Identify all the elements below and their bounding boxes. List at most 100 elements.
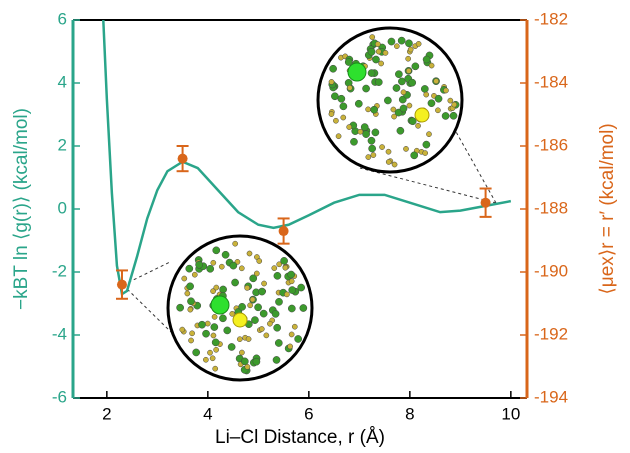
particle [254,303,262,312]
particle [288,278,295,285]
particle [209,355,216,362]
particle [367,136,376,145]
particle [365,154,372,160]
particle [181,275,188,282]
particle [210,323,219,331]
particle [379,144,385,150]
particle [176,303,184,312]
particle [382,50,389,56]
particle [362,84,370,93]
particle [340,114,347,121]
particle [191,271,198,278]
particle [212,246,221,255]
particle [207,349,213,356]
particle [231,278,239,287]
particle [284,291,290,298]
particle [280,257,288,265]
particle [399,104,408,113]
particle [433,78,440,84]
zoom-line [359,167,497,204]
particle [299,304,308,312]
particle [397,36,406,45]
particle [346,124,353,130]
particle [297,283,306,292]
particle [328,111,335,117]
particle [391,113,397,120]
particle [212,365,219,372]
particle [360,123,369,131]
particle [249,296,256,303]
particle [396,126,405,135]
particle [211,313,218,320]
particle [244,285,251,291]
y-axis-title: −kBT ln ⟨g(r)⟩ (kcal/mol) [11,108,32,310]
particle [441,112,450,120]
particle [410,151,419,160]
particle [407,46,414,53]
particle [204,320,211,327]
particle [335,133,342,140]
y2-tick-label: -186 [534,135,568,154]
particle [449,111,458,120]
particle [267,320,273,327]
particle [367,69,376,77]
particle [362,130,370,138]
particle [393,43,400,50]
particle [371,128,380,137]
particle [367,47,376,56]
particle [189,330,195,337]
y2-tick-label: -182 [534,9,568,28]
particle [287,270,296,279]
particle [271,310,280,318]
particle [408,78,417,87]
particle [387,37,396,46]
particle [400,89,407,96]
particle [368,144,377,153]
x-tick-label: 4 [203,404,212,423]
particle [337,94,346,103]
particle [357,128,364,135]
particle [374,78,383,86]
particle [219,314,227,323]
particle [395,70,403,79]
x-tick-label: 6 [304,404,313,423]
x-axis-title: Li–Cl Distance, r (Å) [215,427,385,448]
particle [403,146,409,152]
particle [258,326,265,332]
particle [408,117,417,126]
particle [422,55,431,64]
particle [422,140,431,149]
y-tick-label: 4 [58,72,67,91]
particle [370,105,379,114]
particle [434,94,443,103]
particle [203,356,209,363]
y2-tick-label: -194 [534,387,568,406]
y-tick-label: 6 [58,9,67,28]
particle [275,297,283,306]
particle [435,107,441,114]
particle [186,282,194,291]
y-tick-label: -6 [52,387,67,406]
particle [344,58,353,66]
particle [375,48,382,55]
particle [274,339,283,347]
particle [331,92,339,101]
particle [451,101,458,108]
particle [213,284,220,291]
particle [405,55,412,62]
particle [273,323,282,332]
cl-ion [232,312,248,328]
y-tick-label: -4 [52,324,67,343]
particle [291,323,298,330]
particle [187,306,194,313]
particle [227,343,236,351]
particle [187,297,195,306]
particle [365,106,371,113]
particle [259,309,268,318]
particle [263,332,270,339]
particle [354,99,363,108]
particle [238,303,246,311]
particle [394,108,403,117]
particle [339,102,348,111]
data-point [278,226,289,237]
